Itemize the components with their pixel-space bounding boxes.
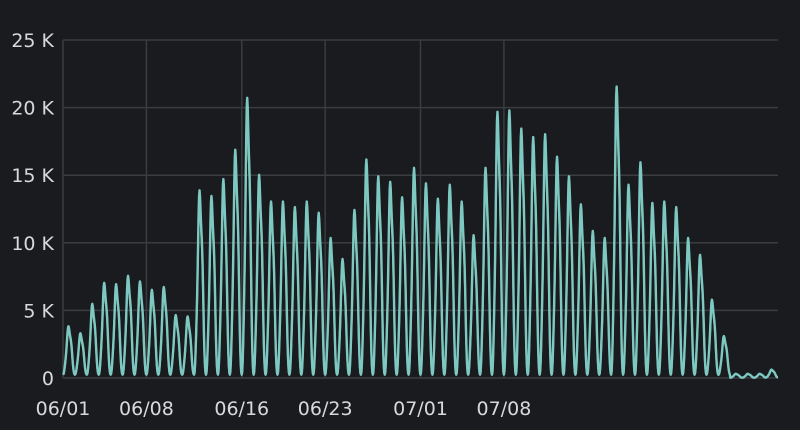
series-line [62, 85, 779, 379]
x-tick-label: 07/08 [477, 398, 532, 420]
x-gridlines [62, 40, 505, 378]
x-tick-label: 06/08 [119, 398, 174, 420]
x-tick-label: 06/23 [298, 398, 353, 420]
y-tick-label: 0 [42, 368, 54, 390]
y-tick-label: 25 K [11, 30, 54, 52]
x-tick-label: 06/16 [214, 398, 269, 420]
x-tick-label: 07/01 [393, 398, 448, 420]
plot-area [62, 85, 779, 379]
x-tick-label: 06/01 [36, 398, 91, 420]
y-tick-label: 10 K [11, 233, 54, 255]
y-tick-label: 15 K [11, 165, 54, 187]
y-tick-label: 20 K [11, 98, 54, 120]
x-axis-labels: 06/01 06/08 06/16 06/23 07/01 07/08 [36, 398, 532, 420]
y-tick-label: 5 K [23, 300, 54, 322]
y-axis-labels: 0 5 K 10 K 15 K 20 K 25 K [11, 30, 54, 390]
